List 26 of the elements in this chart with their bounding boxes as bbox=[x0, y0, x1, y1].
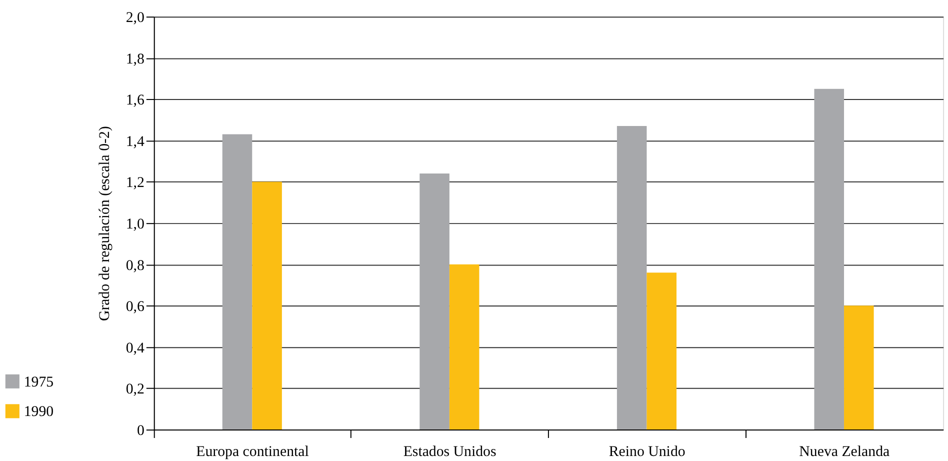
y-tick-label: 0,6 bbox=[126, 299, 144, 316]
y-axis-title: Grado de regulación (escala 0-2) bbox=[96, 126, 113, 322]
y-tick-label: 1,2 bbox=[126, 175, 144, 192]
y-tick-label: 0 bbox=[136, 423, 144, 440]
x-tick-label: Nueva Zelanda bbox=[799, 444, 890, 460]
x-tick-label: Reino Unido bbox=[608, 444, 686, 460]
bar bbox=[646, 272, 677, 430]
x-tick-label: Estados Unidos bbox=[403, 444, 496, 460]
y-tick-label: 0,8 bbox=[126, 258, 144, 274]
x-tick-label: Europa continental bbox=[196, 444, 309, 460]
bar bbox=[844, 306, 874, 430]
y-tick-label: 0,2 bbox=[126, 382, 144, 398]
bar bbox=[616, 126, 647, 430]
y-tick-label: 1,0 bbox=[126, 216, 144, 233]
y-tick-label: 2,0 bbox=[126, 10, 144, 26]
y-tick-label: 1,8 bbox=[126, 51, 144, 68]
bar bbox=[814, 88, 844, 430]
legend-label: 1975 bbox=[24, 374, 54, 390]
y-tick-label: 0,4 bbox=[126, 340, 145, 356]
bar bbox=[449, 264, 480, 430]
legend-label: 1990 bbox=[24, 404, 54, 420]
y-tick-label: 1,6 bbox=[126, 92, 144, 109]
bar bbox=[420, 174, 450, 430]
bar bbox=[252, 182, 282, 430]
y-tick-label: 1,4 bbox=[126, 134, 145, 150]
bar bbox=[222, 134, 252, 430]
